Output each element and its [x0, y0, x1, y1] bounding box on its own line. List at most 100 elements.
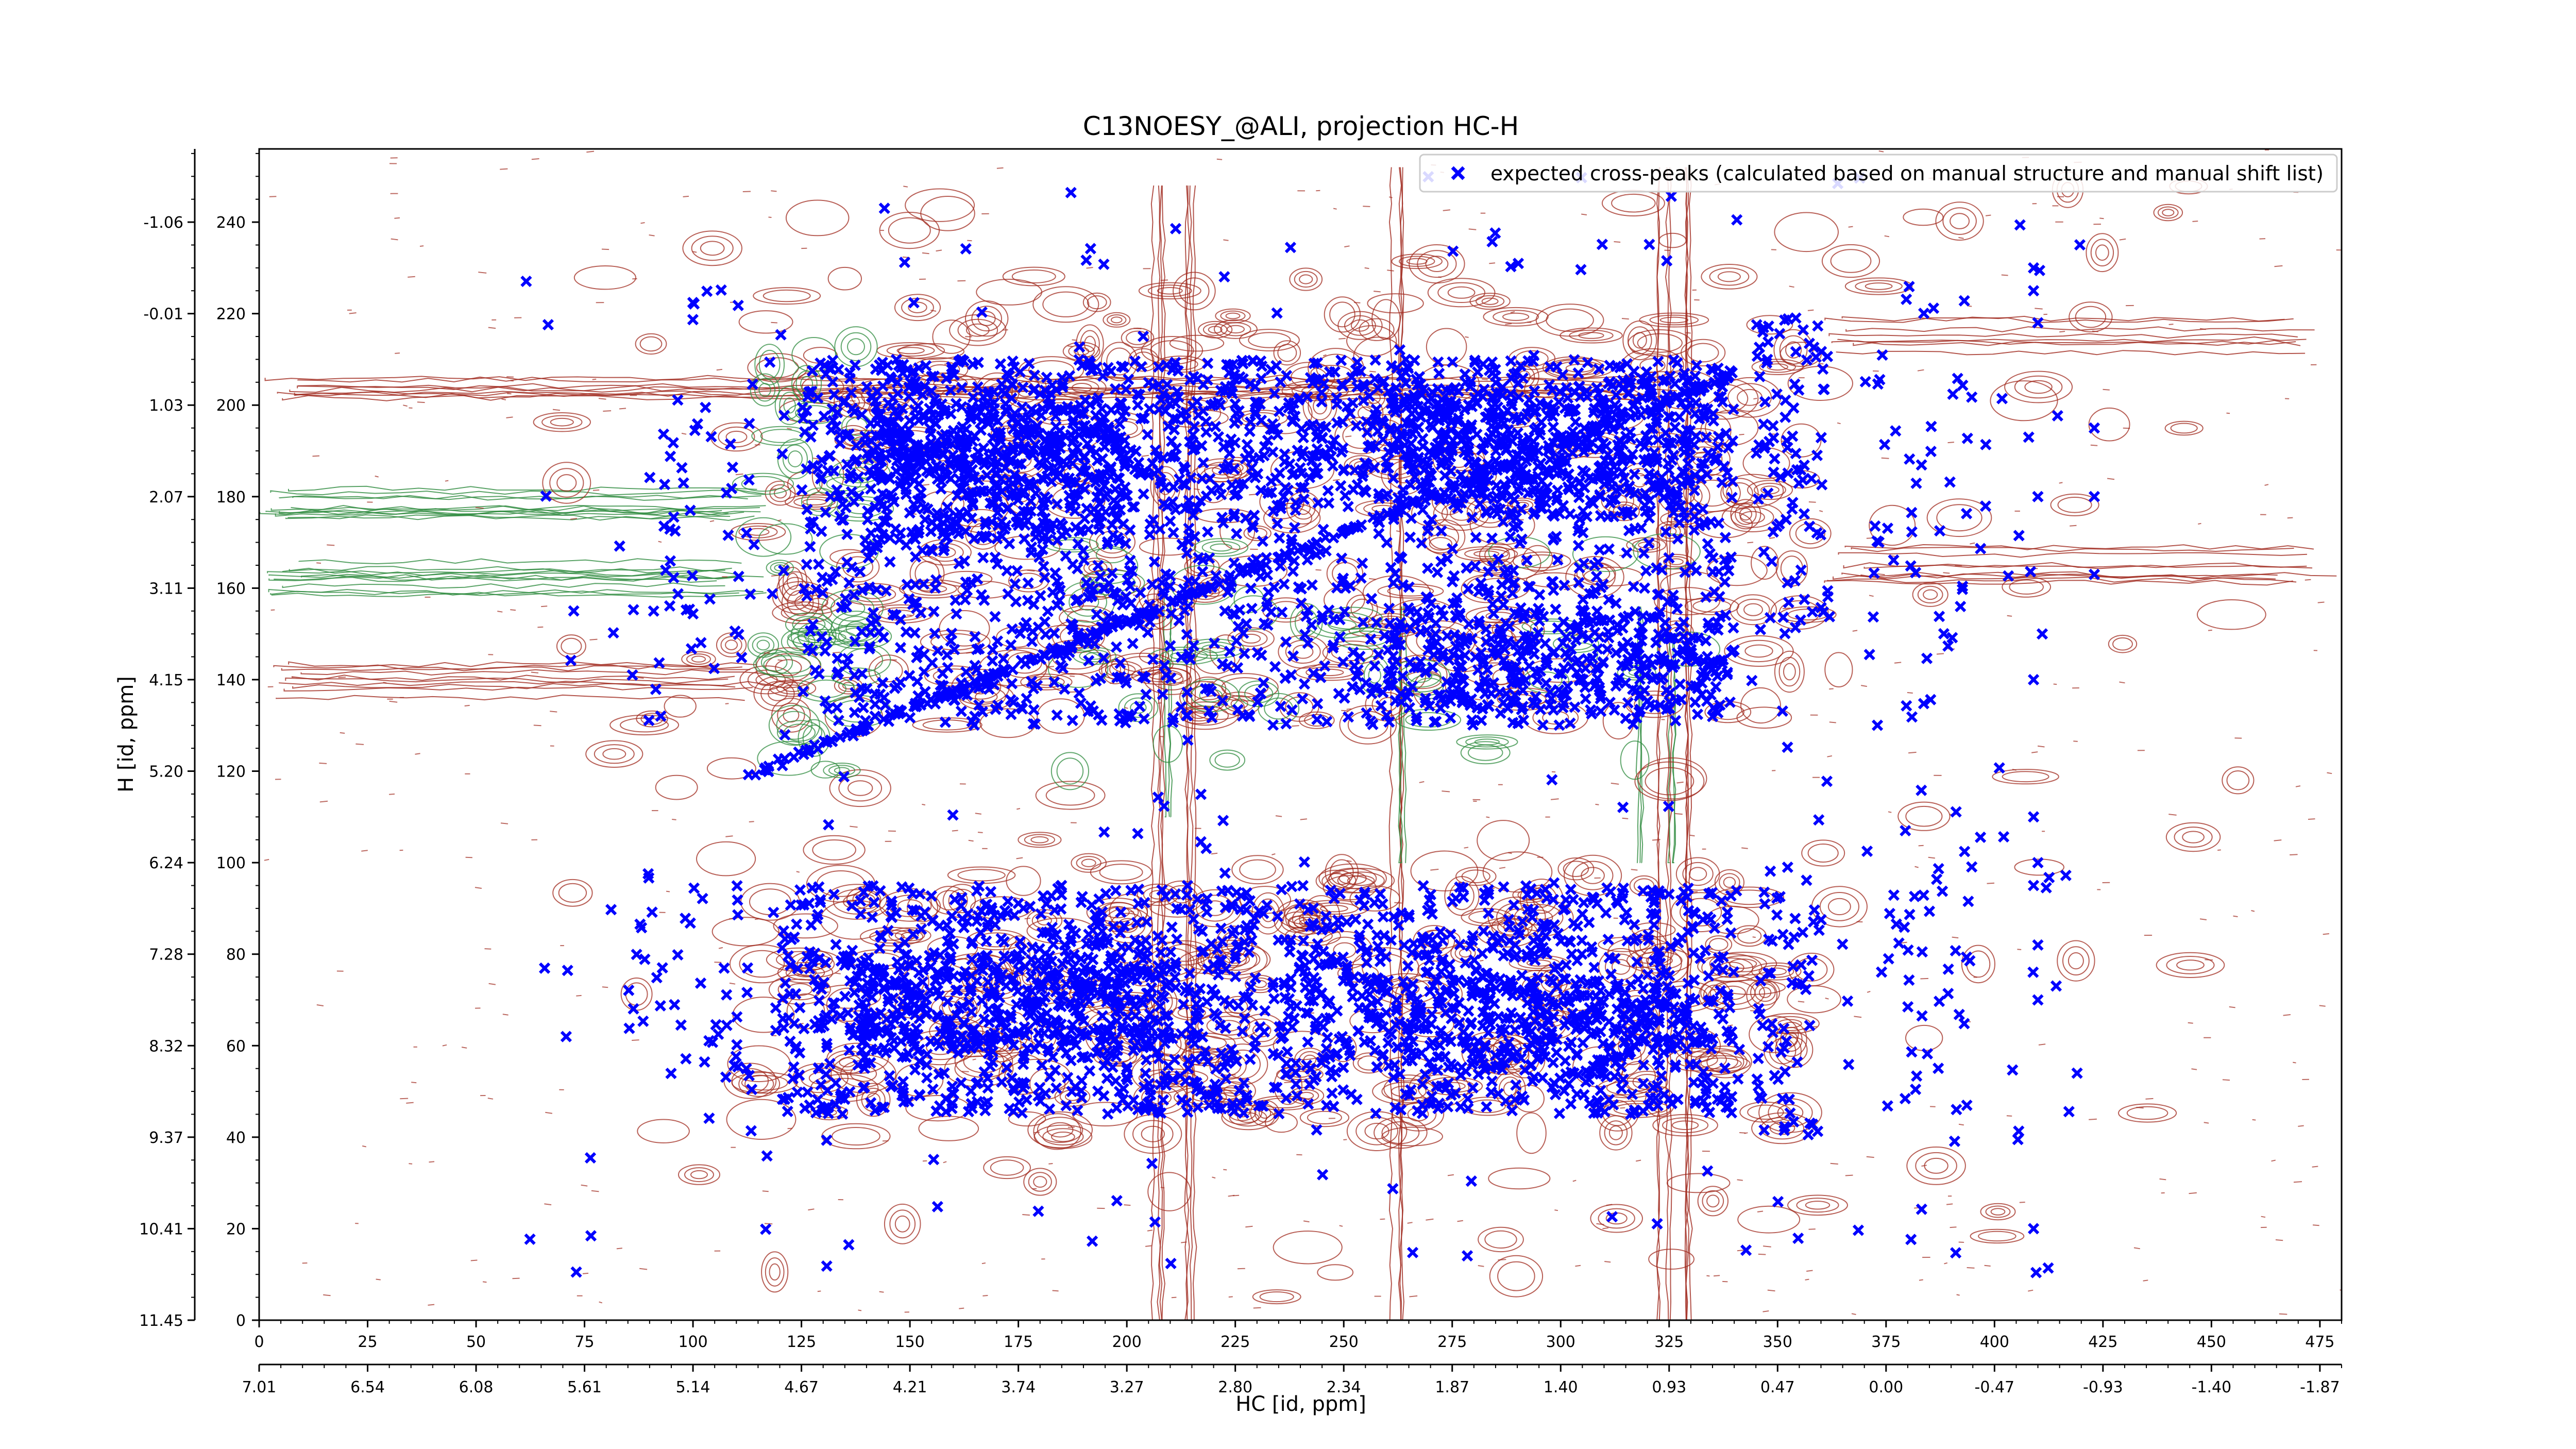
contour-noise — [1498, 1259, 1506, 1260]
contour-noise — [2319, 1005, 2326, 1006]
contour-noise — [1739, 434, 1744, 435]
contour-noise — [1757, 1211, 1763, 1212]
contour-noise — [2208, 630, 2212, 631]
contour-noise — [1527, 322, 1531, 323]
contour-noise — [1374, 291, 1381, 292]
contour-noise — [1758, 1254, 1766, 1255]
contour-noise — [2054, 684, 2057, 685]
contour-noise — [1783, 608, 1790, 609]
contour-noise — [1596, 804, 1599, 805]
contour-noise — [1845, 1175, 1853, 1176]
contour-noise — [2227, 413, 2230, 414]
contour-noise — [1943, 572, 1950, 573]
contour-noise — [1894, 662, 1901, 663]
contour-noise — [959, 1308, 964, 1309]
contour-noise — [592, 379, 597, 380]
contour-noise — [383, 682, 387, 683]
contour-noise — [2073, 741, 2078, 742]
contour-noise — [534, 725, 541, 726]
contour-noise — [2193, 221, 2198, 222]
contour-noise — [907, 615, 912, 616]
contour-noise — [1714, 1275, 1720, 1276]
contour-noise — [1882, 458, 1889, 459]
contour-noise — [1753, 398, 1757, 399]
contour-noise — [796, 871, 800, 872]
contour-noise — [922, 804, 925, 805]
contour-noise — [997, 168, 1004, 169]
contour-noise — [593, 490, 599, 491]
chart-title: C13NOESY_@ALI, projection HC-H — [1083, 111, 1519, 141]
contour-noise — [788, 1128, 792, 1129]
contour-noise — [1631, 869, 1638, 870]
contour-noise — [903, 186, 908, 187]
contour-noise — [2091, 445, 2097, 446]
contour-noise — [1160, 736, 1163, 737]
contour-noise — [617, 1248, 622, 1249]
contour-noise — [1343, 1139, 1347, 1140]
contour-noise — [1622, 818, 1629, 819]
contour-noise — [1155, 392, 1159, 393]
contour-noise — [717, 369, 722, 370]
contour-noise — [269, 196, 277, 197]
contour-noise — [982, 1295, 988, 1296]
contour-noise — [429, 1161, 435, 1162]
contour-noise — [666, 891, 670, 892]
contour-noise — [1211, 853, 1217, 854]
contour-noise — [590, 639, 598, 640]
contour-noise — [1232, 1074, 1236, 1075]
contour-noise — [1948, 442, 1954, 443]
contour-noise — [2035, 308, 2042, 309]
contour-noise — [771, 489, 776, 490]
contour-noise — [500, 169, 507, 170]
contour-noise — [1805, 1279, 1809, 1280]
contour-noise — [2205, 959, 2213, 960]
contour-noise — [833, 652, 840, 653]
contour-noise — [2123, 428, 2130, 429]
contour-noise — [513, 1278, 520, 1279]
contour-noise — [1908, 752, 1917, 753]
contour-noise — [1070, 676, 1075, 677]
contour-noise — [1025, 918, 1030, 919]
contour-noise — [338, 677, 346, 678]
contour-noise — [355, 744, 364, 745]
contour-noise — [2204, 1122, 2209, 1123]
contour-noise — [1957, 1294, 1960, 1295]
contour-noise — [1034, 1132, 1040, 1133]
contour-noise — [537, 627, 543, 628]
contour-noise — [725, 703, 729, 704]
contour-noise — [1652, 839, 1660, 840]
contour-noise — [2020, 1202, 2025, 1203]
contour-noise — [389, 794, 395, 795]
contour-noise — [2318, 602, 2325, 603]
contour-noise — [583, 1273, 588, 1274]
contour-noise — [818, 1291, 821, 1292]
contour-noise — [778, 660, 783, 661]
contour-noise — [2059, 482, 2063, 483]
contour-noise — [471, 1260, 478, 1261]
contour-noise — [683, 196, 689, 197]
contour-noise — [1808, 310, 1814, 311]
contour-noise — [765, 1223, 772, 1224]
contour-noise — [1959, 1124, 1964, 1125]
contour-noise — [1380, 1219, 1385, 1220]
contour-noise — [1986, 215, 1991, 216]
contour-noise — [1016, 808, 1020, 809]
contour-noise — [466, 857, 472, 858]
contour-noise — [1765, 982, 1771, 983]
contour-noise — [2092, 331, 2098, 332]
contour-noise — [465, 705, 470, 706]
contour-noise — [1937, 653, 1944, 654]
contour-noise — [672, 819, 676, 820]
contour-noise — [376, 1279, 381, 1280]
contour-noise — [1622, 318, 1629, 319]
contour-noise — [2002, 275, 2008, 276]
contour-noise — [1747, 542, 1753, 543]
contour-noise — [749, 821, 754, 822]
contour-noise — [2279, 1314, 2287, 1315]
contour-noise — [1284, 1082, 1293, 1083]
contour-noise — [962, 1071, 969, 1072]
contour-noise — [319, 763, 327, 764]
contour-noise — [531, 672, 538, 673]
contour-noise — [602, 249, 609, 250]
